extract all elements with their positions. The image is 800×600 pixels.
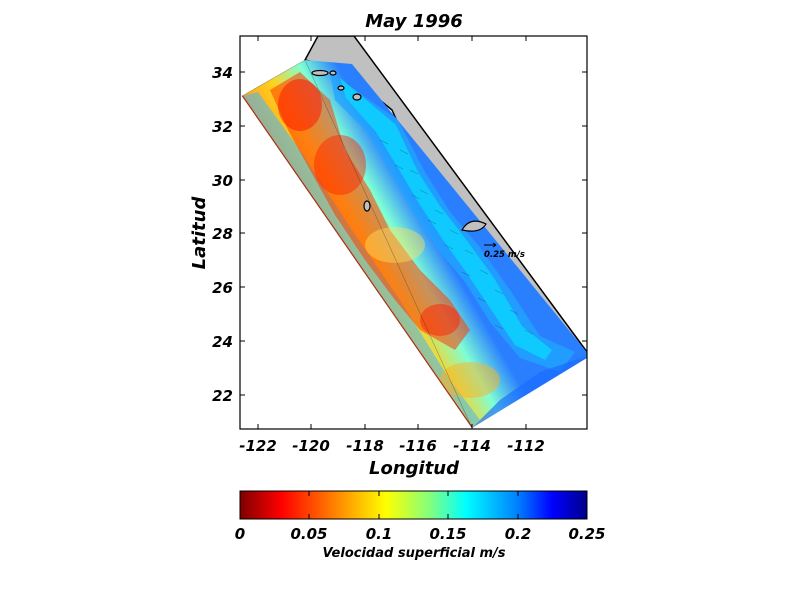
x-tick-label: -118 — [346, 437, 384, 455]
colorbar: 0 0.05 0.1 0.15 0.2 0.25 Velocidad super… — [235, 490, 606, 561]
colorbar-tick-label: 0.15 — [429, 525, 466, 543]
colorbar-tick-label: 0.2 — [505, 525, 532, 543]
x-axis-label: Longitud — [369, 458, 460, 479]
colorbar-tick-label: 0.25 — [568, 525, 605, 543]
colorbar-tick-label: 0.1 — [366, 525, 393, 543]
y-tick-label: 30 — [212, 172, 233, 190]
x-axis: -122 -120 -118 -116 -114 -112 — [239, 36, 545, 455]
colorbar-gradient — [239, 490, 588, 520]
x-tick-label: -120 — [292, 437, 330, 455]
x-tick-label: -112 — [507, 437, 545, 455]
y-tick-label: 34 — [212, 64, 233, 82]
y-tick-label: 32 — [212, 118, 233, 136]
map-title: May 1996 — [365, 11, 463, 32]
colorbar-tick-label: 0.05 — [290, 525, 327, 543]
x-tick-label: -122 — [239, 437, 277, 455]
islands — [311, 69, 487, 232]
colorbar-tick-label: 0 — [235, 525, 245, 543]
colorbar-label: Velocidad superficial m/s — [322, 546, 505, 561]
x-tick-label: -114 — [453, 437, 491, 455]
y-tick-label: 22 — [212, 387, 233, 405]
y-axis-label: Latitud — [189, 196, 210, 270]
y-axis: 22 24 26 28 30 32 34 — [212, 64, 587, 405]
reference-vector: 0.25 m/s — [484, 242, 525, 260]
model-domain-boundary — [241, 59, 473, 429]
y-tick-label: 28 — [212, 225, 233, 243]
y-tick-label: 26 — [212, 279, 233, 297]
reference-vector-label: 0.25 m/s — [484, 250, 525, 260]
x-tick-label: -116 — [399, 437, 437, 455]
y-tick-label: 24 — [212, 333, 233, 351]
